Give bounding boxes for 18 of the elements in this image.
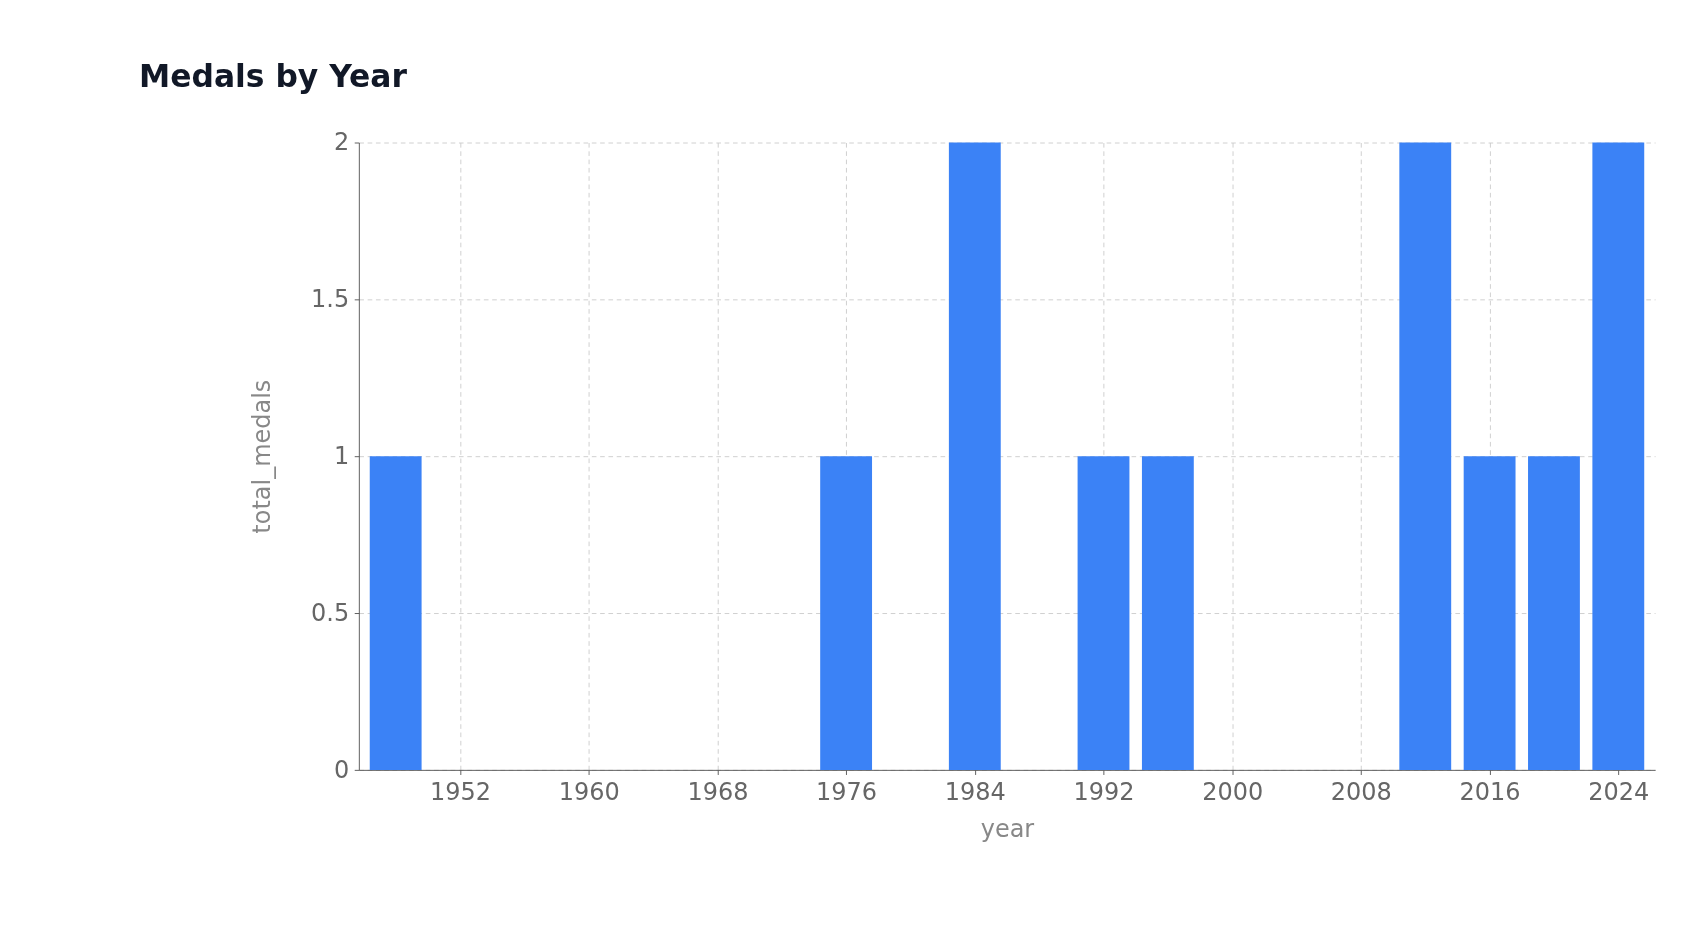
y-tick-label: 2 (333, 128, 350, 157)
x-axis-title: year (980, 814, 1035, 843)
x-tick-label: 1952 (429, 777, 491, 806)
x-tick-label: 2024 (1588, 777, 1650, 806)
x-tick-label: 2000 (1202, 777, 1264, 806)
y-tick-label: 1.5 (311, 285, 350, 314)
x-tick-label: 1960 (558, 777, 620, 806)
chart-title: Medals by Year (138, 58, 408, 95)
x-tick-label: 1992 (1073, 777, 1135, 806)
x-tick-label: 1984 (944, 777, 1006, 806)
y-axis-title: total_medals (247, 379, 276, 534)
x-tick-label: 2016 (1459, 777, 1521, 806)
x-tick-label: 2008 (1330, 777, 1392, 806)
y-tick-label: 0 (333, 755, 350, 784)
y-tick-label: 1 (333, 442, 350, 471)
x-tick-label: 1968 (687, 777, 749, 806)
y-tick-label: 0.5 (311, 598, 350, 627)
x-tick-label: 1976 (816, 777, 878, 806)
